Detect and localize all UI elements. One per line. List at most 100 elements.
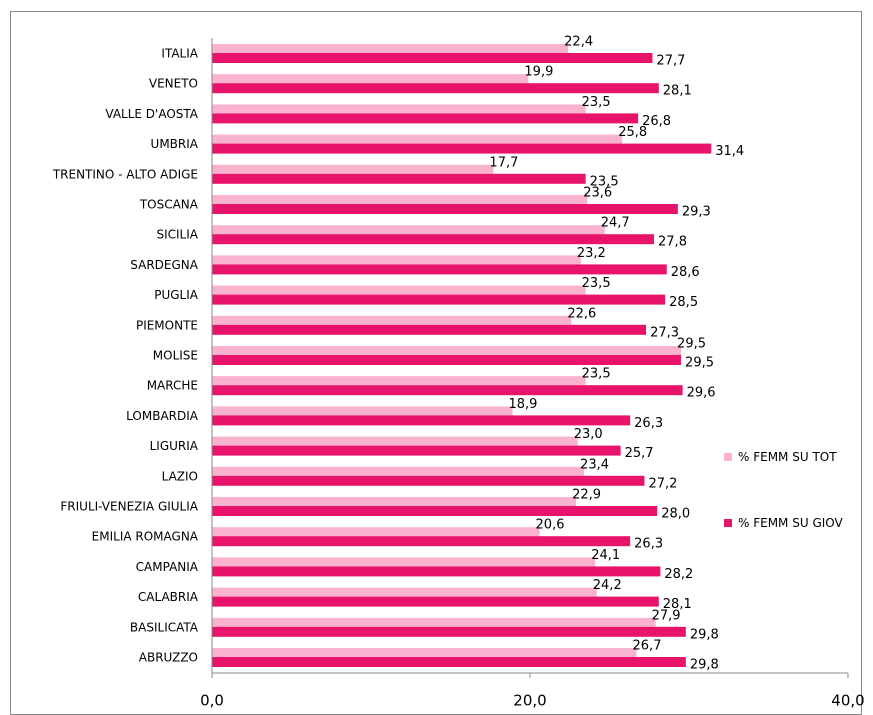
bar (212, 346, 682, 355)
bar (212, 44, 569, 53)
category-label: FRIULI-VENEZIA GIULIA (60, 500, 198, 514)
bar (212, 164, 494, 174)
category-label: MARCHE (147, 379, 198, 393)
bar (212, 415, 631, 426)
value-label: 26,7 (633, 639, 662, 654)
value-label: 23,4 (580, 457, 609, 472)
category-label: SARDEGNA (130, 258, 198, 272)
bar (212, 53, 653, 63)
category-label: UMBRIA (151, 137, 199, 151)
bar (212, 406, 513, 416)
bar (212, 113, 639, 124)
value-label: 22,4 (564, 35, 593, 50)
bar (212, 385, 683, 396)
value-label: 26,8 (642, 114, 671, 129)
category-label: TOSCANA (139, 198, 199, 212)
value-label: 27,9 (652, 608, 681, 623)
value-label: 28,1 (663, 597, 692, 612)
value-label: 23,0 (574, 427, 603, 442)
category-label: EMILIA ROMAGNA (92, 530, 199, 544)
value-label: 28,1 (663, 84, 692, 99)
category-label: LIGURIA (150, 439, 199, 453)
category-label: CAMPANIA (136, 560, 199, 574)
x-tick-label: 40,0 (831, 692, 864, 710)
bar (212, 294, 666, 305)
bar (212, 195, 588, 204)
value-label: 18,9 (509, 397, 538, 412)
value-label: 28,0 (661, 507, 690, 522)
bar (212, 234, 655, 245)
bar (212, 657, 686, 667)
legend-swatch (724, 519, 732, 527)
value-label: 19,9 (524, 65, 553, 80)
value-label: 23,5 (582, 367, 611, 382)
value-label: 23,2 (577, 246, 606, 261)
value-label: 28,5 (669, 295, 698, 310)
bar (212, 466, 585, 476)
value-label: 24,7 (601, 216, 630, 231)
value-label: 27,3 (650, 325, 679, 340)
category-label: VENETO (149, 77, 198, 91)
value-label: 28,6 (671, 265, 700, 280)
value-label: 27,2 (648, 476, 677, 491)
bar (212, 617, 656, 627)
bar (212, 315, 572, 325)
bar (212, 204, 678, 214)
bar (212, 445, 621, 456)
category-label: VALLE D'AOSTA (105, 107, 198, 121)
bar (212, 527, 540, 537)
category-label: ABRUZZO (139, 651, 198, 665)
bar (212, 587, 597, 597)
value-label: 23,6 (583, 186, 612, 201)
value-label: 29,8 (690, 627, 719, 642)
legend-swatch (724, 453, 732, 461)
legend-label: % FEMM SU TOT (738, 450, 837, 464)
bar (212, 104, 586, 114)
bar (212, 648, 637, 657)
category-label: SICILIA (156, 228, 198, 242)
bar (212, 83, 659, 94)
value-label: 31,4 (715, 144, 744, 159)
category-label: CALABRIA (138, 590, 199, 604)
value-label: 23,5 (582, 276, 611, 291)
bar (212, 255, 581, 265)
category-label: ITALIA (161, 47, 198, 61)
bar (212, 557, 596, 567)
bar (212, 264, 667, 275)
value-label: 24,1 (591, 548, 620, 563)
bar (212, 285, 586, 295)
category-label: BASILICATA (130, 620, 199, 634)
bar (212, 143, 712, 154)
bar (212, 225, 605, 235)
value-label: 29,5 (677, 337, 706, 352)
bar (212, 355, 682, 365)
bar (212, 324, 647, 335)
category-label: PUGLIA (154, 288, 199, 302)
bar (212, 74, 529, 84)
category-label: PIEMONTE (136, 318, 198, 332)
value-label: 25,8 (618, 125, 647, 140)
legend-label: % FEMM SU GIOV (738, 516, 843, 530)
bar (212, 134, 623, 144)
x-tick-label: 0,0 (200, 692, 224, 710)
bar (212, 626, 686, 637)
value-label: 27,7 (656, 54, 685, 69)
x-tick-label: 20,0 (513, 692, 546, 710)
value-label: 22,6 (567, 306, 596, 321)
value-label: 26,3 (634, 416, 663, 431)
value-label: 29,5 (685, 356, 714, 371)
value-label: 29,6 (687, 386, 716, 401)
value-label: 17,7 (489, 155, 518, 170)
bar (212, 376, 586, 386)
value-label: 29,3 (682, 205, 711, 220)
value-label: 23,5 (590, 174, 619, 189)
value-label: 27,8 (658, 235, 687, 250)
bar (212, 173, 586, 184)
category-label: LAZIO (162, 469, 198, 483)
value-label: 29,8 (690, 658, 719, 673)
bar (212, 436, 578, 446)
value-label: 26,3 (634, 537, 663, 552)
value-label: 25,7 (625, 446, 654, 461)
